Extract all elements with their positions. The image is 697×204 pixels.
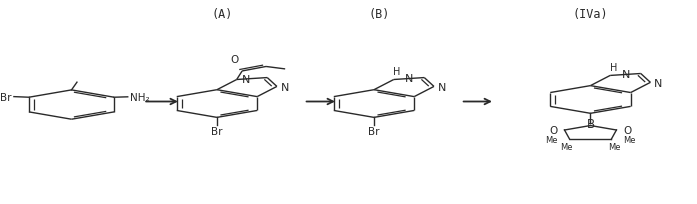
Text: N: N <box>406 74 414 84</box>
Text: O: O <box>549 125 558 135</box>
Text: N: N <box>242 74 250 84</box>
Text: Br: Br <box>211 126 223 136</box>
Text: N: N <box>280 83 289 93</box>
Text: O: O <box>623 125 631 135</box>
Text: Me: Me <box>608 142 621 151</box>
Text: N: N <box>622 70 630 80</box>
Text: B: B <box>586 117 595 130</box>
Text: O: O <box>231 54 239 64</box>
Text: Br: Br <box>1 92 12 102</box>
Text: (B): (B) <box>368 8 390 21</box>
Text: Br: Br <box>368 126 380 136</box>
Text: (A): (A) <box>211 8 232 21</box>
Text: Me: Me <box>545 136 558 145</box>
Text: N: N <box>654 79 662 89</box>
Text: (IVa): (IVa) <box>573 8 608 21</box>
Text: NH₂: NH₂ <box>130 92 149 102</box>
Text: Me: Me <box>560 142 572 151</box>
Text: H: H <box>610 62 618 72</box>
Text: N: N <box>438 83 446 93</box>
Text: Me: Me <box>624 136 636 145</box>
Text: H: H <box>394 67 401 76</box>
